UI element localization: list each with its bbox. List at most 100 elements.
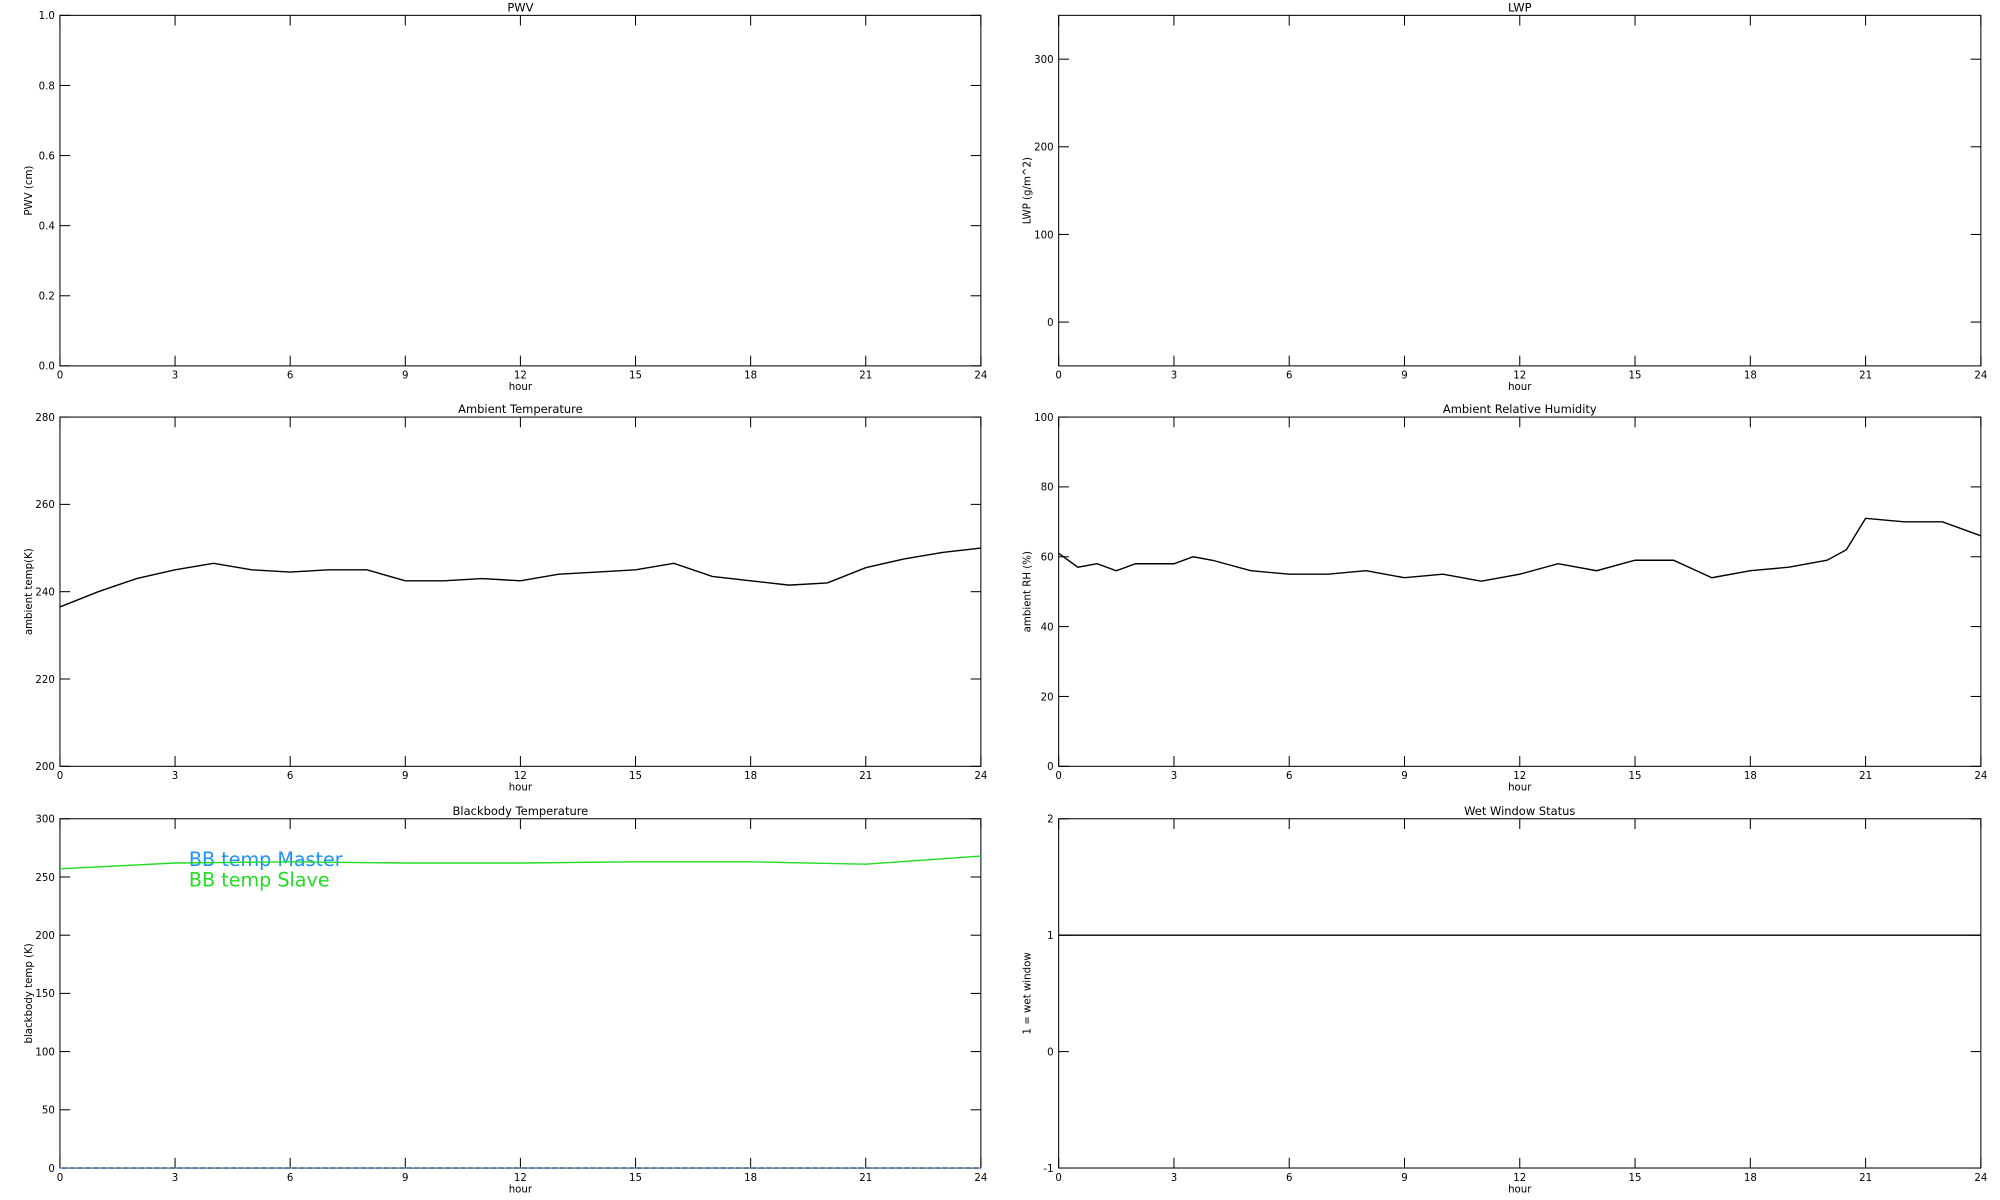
y-axis-label: blackbody temp (K) xyxy=(24,943,35,1043)
x-tick-label: 24 xyxy=(1974,371,1987,382)
plot-frame xyxy=(59,14,982,367)
chart-panel: LWP hour LWP (g/m^2) 0 3 6 9 12 15 18 21 24 0 100 200 3… xyxy=(1023,0,1988,393)
x-tick-label: 15 xyxy=(1629,1173,1642,1184)
y-tick-label: 280 xyxy=(35,413,54,424)
data-line xyxy=(1058,517,1982,582)
x-tick-label: 21 xyxy=(1859,371,1872,382)
x-axis-label: hour xyxy=(1508,783,1532,794)
y-tick-label: 240 xyxy=(35,588,54,599)
x-tick-label: 9 xyxy=(1401,771,1407,782)
x-axis-label: hour xyxy=(1508,382,1532,393)
data-line xyxy=(59,855,981,870)
x-tick-label: 24 xyxy=(974,1173,987,1184)
y-tick-label: 80 xyxy=(1041,483,1054,494)
y-tick-label: 250 xyxy=(35,873,54,884)
x-tick-label: 3 xyxy=(172,1173,178,1184)
y-tick-label: 0 xyxy=(1047,1047,1053,1058)
x-tick-label: 15 xyxy=(629,771,642,782)
y-tick-label: 150 xyxy=(35,989,54,1000)
x-tick-label: 0 xyxy=(57,371,63,382)
x-tick-label: 12 xyxy=(1513,1173,1526,1184)
x-tick-label: 18 xyxy=(744,371,757,382)
chart-panel: Blackbody Temperature hour blackbody temp … xyxy=(24,804,987,1195)
x-tick-label: 15 xyxy=(629,1173,642,1184)
data-line xyxy=(59,547,981,608)
x-tick-label: 21 xyxy=(859,771,872,782)
y-tick-label: 100 xyxy=(1034,230,1053,241)
x-tick-label: 9 xyxy=(1401,371,1407,382)
y-tick-label: 0.6 xyxy=(39,151,55,162)
y-tick-label: 60 xyxy=(1041,553,1054,564)
x-tick-label: 3 xyxy=(172,371,178,382)
y-axis-label: ambient RH (%) xyxy=(1023,551,1034,632)
y-axis-label: LWP (g/m^2) xyxy=(1023,157,1034,224)
y-tick-label: 300 xyxy=(1034,55,1053,66)
x-tick-label: 12 xyxy=(514,1173,527,1184)
x-tick-label: 21 xyxy=(859,371,872,382)
x-tick-label: 24 xyxy=(1974,771,1987,782)
y-tick-label: -1 xyxy=(1043,1164,1053,1175)
x-tick-label: 9 xyxy=(402,771,408,782)
y-tick-label: 100 xyxy=(35,1047,54,1058)
x-tick-label: 0 xyxy=(1055,1173,1061,1184)
x-tick-label: 0 xyxy=(57,771,63,782)
y-tick-label: 260 xyxy=(35,500,54,511)
x-axis-label: hour xyxy=(509,382,533,393)
legend-entry: BB temp Slave xyxy=(189,869,330,892)
x-tick-label: 9 xyxy=(402,1173,408,1184)
chart-title: PWV xyxy=(507,0,533,14)
x-tick-label: 21 xyxy=(859,1173,872,1184)
chart-title: Ambient Relative Humidity xyxy=(1443,402,1597,416)
x-tick-label: 21 xyxy=(1859,771,1872,782)
x-tick-label: 18 xyxy=(1744,1173,1757,1184)
x-tick-label: 12 xyxy=(514,371,527,382)
x-tick-label: 3 xyxy=(172,771,178,782)
chart-panel: Ambient Relative Humidity hour ambient RH … xyxy=(1023,402,1988,793)
plot-frame xyxy=(1058,416,1982,767)
y-axis-label: PWV (cm) xyxy=(24,166,35,216)
plot-frame xyxy=(1058,818,1982,1169)
y-tick-label: 220 xyxy=(35,675,54,686)
x-tick-label: 12 xyxy=(1513,371,1526,382)
x-tick-label: 6 xyxy=(287,1173,293,1184)
x-tick-label: 3 xyxy=(1171,1173,1177,1184)
y-tick-label: 200 xyxy=(35,931,54,942)
y-tick-label: 40 xyxy=(1041,622,1054,633)
y-tick-label: 0.0 xyxy=(39,362,55,373)
chart-panel: Ambient Temperature hour ambient temp(K) 0 3… xyxy=(24,402,987,793)
x-tick-label: 24 xyxy=(974,371,987,382)
x-tick-label: 6 xyxy=(1286,1173,1292,1184)
plot-frame xyxy=(59,416,982,767)
y-tick-label: 0.2 xyxy=(39,292,55,303)
y-tick-label: 200 xyxy=(1034,143,1053,154)
x-tick-label: 18 xyxy=(744,1173,757,1184)
x-tick-label: 12 xyxy=(1513,771,1526,782)
x-axis-label: hour xyxy=(509,783,533,794)
y-axis-label: 1 = wet window xyxy=(1023,952,1034,1034)
x-tick-label: 15 xyxy=(1629,771,1642,782)
y-tick-label: 100 xyxy=(1034,413,1053,424)
chart-title: LWP xyxy=(1508,0,1532,14)
x-axis-label: hour xyxy=(509,1184,533,1195)
y-tick-label: 0.8 xyxy=(39,81,55,92)
y-tick-label: 2 xyxy=(1047,815,1053,826)
y-axis-label: ambient temp(K) xyxy=(24,548,35,635)
x-tick-label: 9 xyxy=(1401,1173,1407,1184)
x-tick-label: 15 xyxy=(1629,371,1642,382)
y-tick-label: 0.4 xyxy=(39,221,55,232)
plot-frame xyxy=(1058,14,1982,367)
y-tick-label: 300 xyxy=(35,815,54,826)
x-tick-label: 24 xyxy=(974,771,987,782)
x-tick-label: 0 xyxy=(1055,771,1061,782)
legend-entry: BB temp Master xyxy=(189,848,343,871)
chart-title: Wet Window Status xyxy=(1464,804,1575,818)
y-tick-label: 50 xyxy=(42,1106,55,1117)
chart-panel: Wet Window Status hour 1 = wet window 0 3 6 9 1… xyxy=(1023,804,1988,1195)
x-tick-label: 0 xyxy=(1055,371,1061,382)
x-tick-label: 12 xyxy=(514,771,527,782)
x-tick-label: 24 xyxy=(1974,1173,1987,1184)
x-tick-label: 3 xyxy=(1171,371,1177,382)
y-tick-label: 1 xyxy=(1047,931,1053,942)
